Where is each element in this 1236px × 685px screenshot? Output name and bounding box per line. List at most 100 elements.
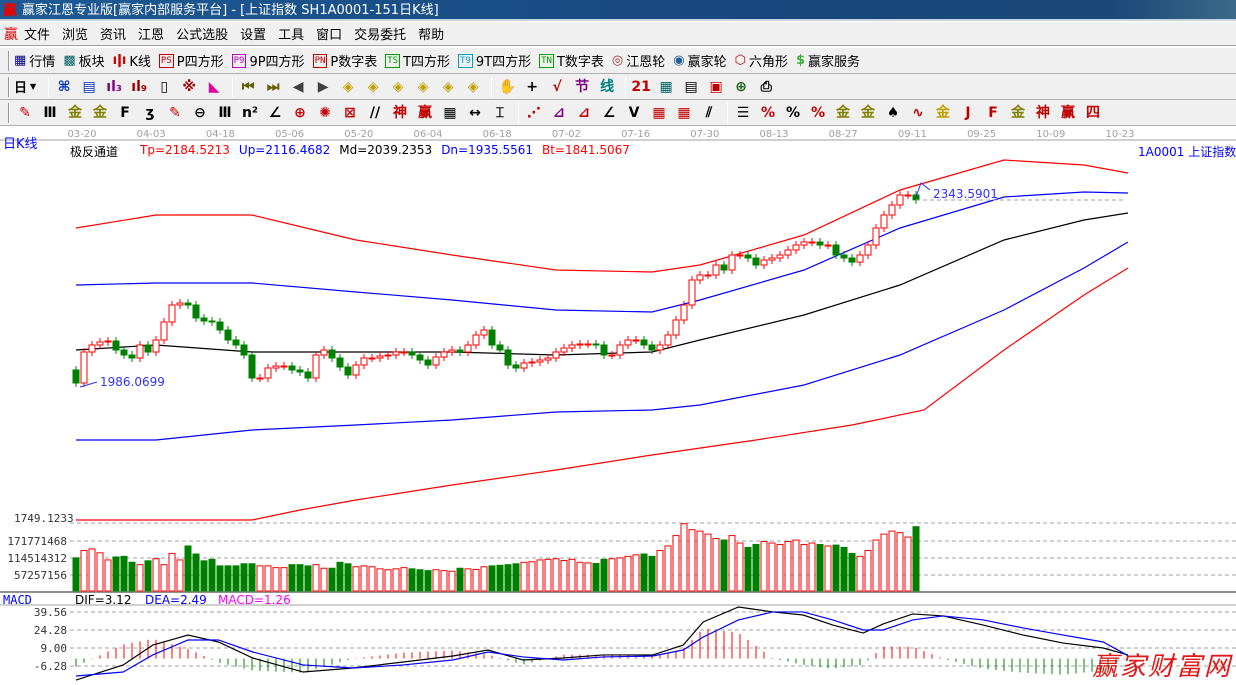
t-square-button[interactable]: TS T四方形 xyxy=(385,51,450,70)
menu-item-6[interactable]: 工具 xyxy=(278,28,305,43)
gold2-icon[interactable]: 金 xyxy=(93,104,107,121)
grid-icon[interactable]: ▦ xyxy=(443,104,457,121)
volume-bar xyxy=(224,565,232,592)
menu-item-8[interactable]: 交易委托 xyxy=(354,28,407,43)
pattern-icon[interactable]: ※ xyxy=(182,78,196,95)
gann-wheel-button[interactable]: ◎ 江恩轮 xyxy=(612,51,665,70)
kline-button[interactable]: ıǀı K线 xyxy=(113,51,151,70)
p-number-table-button[interactable]: PN P数字表 xyxy=(312,51,377,70)
notes-icon[interactable]: ▤ xyxy=(684,78,698,95)
9p-square-button[interactable]: P9 9P四方形 xyxy=(231,51,305,70)
menu-item-5[interactable]: 设置 xyxy=(240,28,267,43)
parallel-icon[interactable]: ⫽ xyxy=(705,104,713,121)
menu-item-1[interactable]: 浏览 xyxy=(62,28,89,43)
pen2-icon[interactable]: ✎ xyxy=(169,104,181,121)
bars-9-icon[interactable]: ıl₉ xyxy=(131,78,148,95)
lines-icon[interactable]: Ⅲ xyxy=(218,104,232,121)
pct-angle-icon[interactable]: % xyxy=(760,104,776,121)
zoom-in-icon[interactable]: ◈ xyxy=(417,78,429,95)
move-left-icon[interactable]: ◈ xyxy=(342,78,354,95)
last-icon[interactable]: ⏭ xyxy=(266,78,280,95)
gold-lines-icon[interactable]: 金 xyxy=(861,104,875,121)
angle-icon[interactable]: ∠ xyxy=(268,104,282,121)
first-icon[interactable]: ⏮ xyxy=(241,78,255,95)
zoom-h-icon[interactable]: ◈ xyxy=(392,78,404,95)
clipboard-icon[interactable]: ▤ xyxy=(82,78,96,95)
gold-circle-icon[interactable]: 金 xyxy=(836,104,850,121)
gold1-icon[interactable]: 金 xyxy=(68,104,82,121)
winner-wheel-button[interactable]: ◉ 赢家轮 xyxy=(673,51,726,70)
frame-icon[interactable]: ⌶ xyxy=(495,104,505,121)
t-number-table-button[interactable]: TN T数字表 xyxy=(539,51,604,70)
ying-angle-icon[interactable]: 赢 xyxy=(1061,104,1075,121)
menu-item-9[interactable]: 帮助 xyxy=(418,28,445,43)
fan-icon[interactable]: ⋰ xyxy=(527,104,541,121)
prev-icon[interactable]: ◀ xyxy=(292,78,304,95)
menu-item-2[interactable]: 资讯 xyxy=(100,28,127,43)
angle2-icon[interactable]: ∠ xyxy=(602,104,616,121)
shen-icon[interactable]: 神 xyxy=(393,104,407,121)
grid2-icon[interactable]: ▦ xyxy=(652,104,666,121)
box-icon[interactable]: ⊠ xyxy=(344,104,356,121)
hexagon-button[interactable]: ⬡ 六角形 xyxy=(735,51,788,70)
percent-icon[interactable]: % xyxy=(785,104,801,121)
menu-item-3[interactable]: 江恩 xyxy=(138,28,165,43)
circle-icon[interactable]: ⊖ xyxy=(194,104,206,121)
print-icon[interactable]: ⎙ xyxy=(760,78,772,95)
candle-icon[interactable]: ▯ xyxy=(160,78,169,95)
torch-icon[interactable]: ♠ xyxy=(886,104,900,121)
slash-icon[interactable]: // xyxy=(369,104,381,121)
menu-item-0[interactable]: 文件 xyxy=(24,28,51,43)
9t-square-button[interactable]: T9 9T四方形 xyxy=(458,51,531,70)
quote-table-button[interactable]: ▦ 行情 xyxy=(14,51,55,70)
f-angle-icon[interactable]: F xyxy=(988,104,998,121)
line-tool-icon[interactable]: 线 xyxy=(600,78,615,95)
target-icon[interactable]: ⊕ xyxy=(294,104,306,121)
calculator-icon[interactable]: ▦ xyxy=(659,78,673,95)
calendar-icon[interactable]: 21 xyxy=(631,78,651,95)
candle xyxy=(608,354,616,357)
shen-angle-icon[interactable]: 神 xyxy=(1036,104,1050,121)
crosshair-icon[interactable]: + xyxy=(526,78,539,95)
sector-button[interactable]: ▩ 板块 xyxy=(63,51,104,70)
pct-lines-icon[interactable]: % xyxy=(810,104,826,121)
section-icon[interactable]: 节 xyxy=(575,78,590,95)
zoom-v-icon[interactable]: ◈ xyxy=(442,78,454,95)
ying-icon[interactable]: 赢 xyxy=(418,104,432,121)
bars-3-icon[interactable]: ıl₃ xyxy=(106,78,123,95)
winner-service-button[interactable]: $ 赢家服务 xyxy=(796,51,860,70)
v-line-icon[interactable]: V xyxy=(628,104,640,121)
grid3-icon[interactable]: ▦ xyxy=(677,104,691,121)
period-select[interactable]: 日 ▼ xyxy=(14,77,36,96)
flag-icon[interactable]: ◣ xyxy=(208,78,220,95)
ladder-icon[interactable]: ☰ xyxy=(736,104,750,121)
macd-value: MACD=1.26 xyxy=(218,593,291,607)
draw-line-icon[interactable]: √ xyxy=(552,78,562,95)
save-icon[interactable]: ▣ xyxy=(709,78,723,95)
fan-box-icon[interactable]: ⊿ xyxy=(553,104,565,121)
n2-icon[interactable]: n² xyxy=(241,104,259,121)
menu-item-4[interactable]: 公式选股 xyxy=(176,28,229,43)
pen-icon[interactable]: ✎ xyxy=(19,104,31,121)
fan-box2-icon[interactable]: ⊿ xyxy=(578,104,590,121)
move-right-icon[interactable]: ◈ xyxy=(367,78,379,95)
tally-icon[interactable]: Ⅲ xyxy=(43,104,57,121)
width-icon[interactable]: ↔ xyxy=(469,104,481,121)
si-angle-icon[interactable]: 四 xyxy=(1086,104,1100,121)
gold-angle-icon[interactable]: 金 xyxy=(1011,104,1025,121)
wave-icon[interactable]: ∿ xyxy=(912,104,924,121)
menu-item-7[interactable]: 窗口 xyxy=(316,28,343,43)
p-square-button[interactable]: PS P四方形 xyxy=(158,51,224,70)
next-icon[interactable]: ▶ xyxy=(317,78,329,95)
gold-red-icon[interactable]: 金 xyxy=(936,104,950,121)
zoom-all-icon[interactable]: ◈ xyxy=(467,78,479,95)
network-icon[interactable]: ⊕ xyxy=(735,78,748,95)
j-angle-icon[interactable]: J xyxy=(965,104,971,121)
hand-icon[interactable]: ✋ xyxy=(498,78,516,95)
fib-icon[interactable]: F xyxy=(120,104,130,121)
radar-icon[interactable]: ✺ xyxy=(319,104,331,121)
volume-bar xyxy=(368,566,376,592)
chain-icon[interactable]: ⌘ xyxy=(57,78,71,95)
spiral-icon[interactable]: ʒ xyxy=(145,104,155,121)
